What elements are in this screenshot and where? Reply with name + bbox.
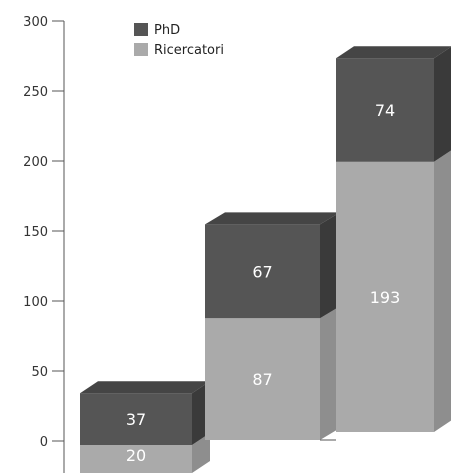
data-label-phd: 74 (375, 101, 395, 120)
y-tick-label: 50 (31, 365, 48, 380)
legend-swatch-ricercatori (134, 43, 148, 56)
y-tick-label: 0 (40, 435, 48, 450)
stacked-bar-2: 67 87 (205, 212, 340, 440)
y-tick-label: 250 (23, 85, 48, 100)
bar-top-face (205, 212, 340, 225)
bars: 37 20 67 87 74 193 (80, 46, 451, 473)
bar-side-ricercatori (434, 150, 451, 432)
y-axis: 0 50 100 150 200 250 300 (23, 15, 336, 473)
legend-label-ricercatori: Ricercatori (154, 43, 224, 58)
bar-side-ricercatori (192, 433, 210, 473)
data-label-ricercatori: 87 (252, 370, 272, 389)
bar-top-face (336, 46, 451, 59)
stacked-bar-1: 37 20 (80, 381, 210, 473)
bar-side-phd (434, 46, 451, 162)
bar-segment-ricercatori (80, 445, 192, 473)
legend: PhD Ricercatori (134, 23, 224, 58)
y-tick-label: 200 (23, 155, 48, 170)
bar-segment-phd (336, 58, 434, 162)
bar-segment-ricercatori (336, 161, 434, 433)
stacked-bar-3: 74 193 (336, 46, 451, 433)
bar-side-ricercatori (320, 306, 340, 440)
bar-side-phd (320, 212, 340, 319)
y-tick-label: 150 (23, 225, 48, 240)
data-label-ricercatori: 20 (126, 446, 146, 465)
bar-segment-phd (205, 224, 320, 319)
legend-swatch-phd (134, 23, 148, 36)
data-label-ricercatori: 193 (370, 288, 401, 307)
data-label-phd: 67 (252, 262, 272, 281)
legend-label-phd: PhD (154, 23, 180, 38)
bar-top-face (80, 381, 210, 394)
y-tick-label: 300 (23, 15, 48, 30)
bar-segment-phd (80, 393, 192, 445)
y-tick-label: 100 (23, 295, 48, 310)
data-label-phd: 37 (126, 410, 146, 429)
bar-segment-ricercatori (205, 318, 320, 440)
